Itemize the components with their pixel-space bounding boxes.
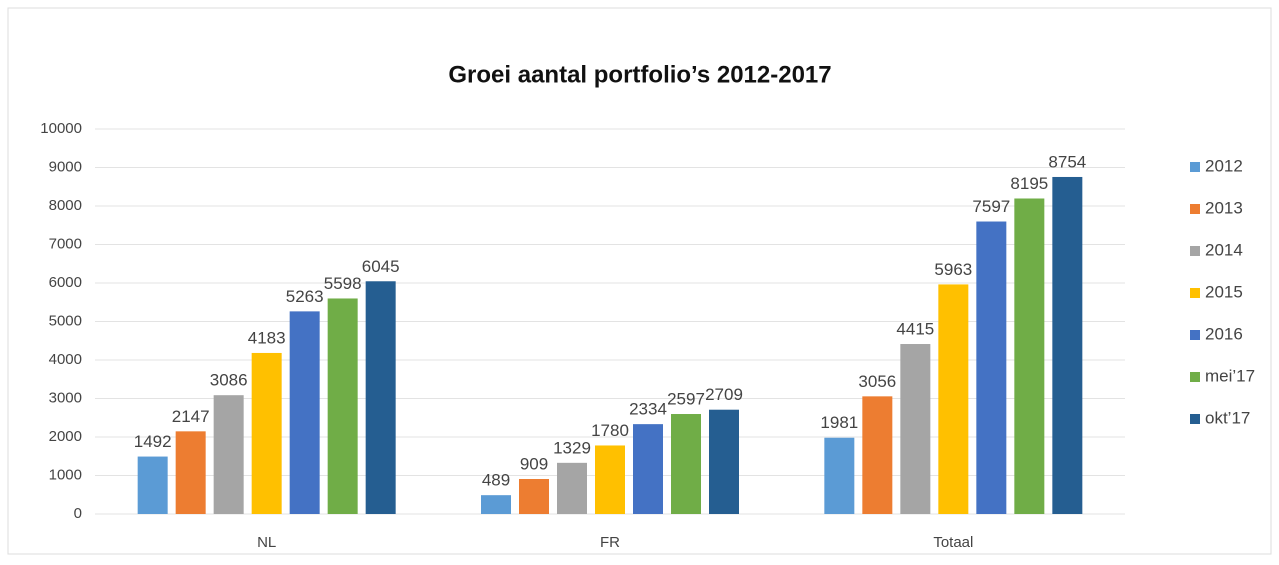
- bar: [595, 445, 625, 514]
- bar: [938, 284, 969, 514]
- bar: [327, 298, 358, 514]
- data-label: 3056: [858, 372, 896, 391]
- bar: [557, 462, 587, 514]
- bar: [900, 344, 931, 514]
- legend-swatch: [1190, 288, 1200, 298]
- y-tick-label: 9000: [49, 158, 82, 175]
- data-label: 3086: [210, 371, 248, 390]
- y-tick-label: 4000: [49, 351, 82, 368]
- data-label: 6045: [362, 257, 400, 276]
- y-tick-label: 0: [74, 505, 82, 522]
- data-label: 1780: [591, 421, 629, 440]
- y-tick-label: 2000: [49, 428, 82, 445]
- x-tick-label: FR: [600, 534, 620, 551]
- data-label: 4415: [896, 320, 934, 339]
- data-label: 2147: [172, 407, 210, 426]
- bar: [709, 409, 739, 514]
- bar: [633, 424, 663, 514]
- bar: [519, 479, 549, 514]
- y-tick-label: 7000: [49, 235, 82, 252]
- legend-label: 2015: [1205, 282, 1243, 301]
- legend-swatch: [1190, 372, 1200, 382]
- legend-swatch: [1190, 162, 1200, 172]
- legend-swatch: [1190, 414, 1200, 424]
- x-tick-label: Totaal: [933, 534, 973, 551]
- data-label: 5963: [934, 260, 972, 279]
- bar: [1014, 198, 1045, 514]
- legend-label: 2013: [1205, 198, 1243, 217]
- legend-label: 2012: [1205, 156, 1243, 175]
- bar: [289, 311, 320, 514]
- legend-swatch: [1190, 204, 1200, 214]
- data-label: 1981: [820, 413, 858, 432]
- data-label: 2709: [705, 385, 743, 404]
- y-tick-label: 8000: [49, 197, 82, 214]
- data-label: 1329: [553, 438, 591, 457]
- bar: [671, 414, 701, 514]
- bar: [213, 395, 244, 514]
- data-label: 5263: [286, 287, 324, 306]
- legend-swatch: [1190, 246, 1200, 256]
- bar: [365, 281, 396, 514]
- y-tick-label: 1000: [49, 466, 82, 483]
- data-label: 4183: [248, 328, 286, 347]
- chart-title: Groei aantal portfolio’s 2012-2017: [448, 61, 831, 88]
- y-tick-label: 6000: [49, 274, 82, 291]
- legend-label: okt’17: [1205, 408, 1250, 427]
- data-label: 909: [520, 454, 548, 473]
- x-tick-label: NL: [257, 534, 276, 551]
- bar: [976, 221, 1007, 514]
- data-label: 5598: [324, 274, 362, 293]
- data-label: 7597: [972, 197, 1010, 216]
- data-label: 1492: [134, 432, 172, 451]
- bar: [481, 495, 511, 514]
- bar: [175, 431, 206, 514]
- y-tick-label: 10000: [40, 120, 82, 137]
- bar: [1052, 176, 1083, 514]
- bar: [251, 352, 282, 514]
- data-label: 489: [482, 471, 510, 490]
- data-label: 2597: [667, 389, 705, 408]
- legend-label: 2014: [1205, 240, 1243, 259]
- bar: [824, 437, 855, 514]
- data-label: 2334: [629, 400, 667, 419]
- bar: [862, 396, 893, 514]
- data-label: 8754: [1048, 152, 1086, 171]
- legend-label: mei’17: [1205, 366, 1255, 385]
- bar: [137, 456, 168, 514]
- y-tick-label: 3000: [49, 389, 82, 406]
- legend-label: 2016: [1205, 324, 1243, 343]
- legend-swatch: [1190, 330, 1200, 340]
- data-label: 8195: [1010, 174, 1048, 193]
- y-tick-label: 5000: [49, 312, 82, 329]
